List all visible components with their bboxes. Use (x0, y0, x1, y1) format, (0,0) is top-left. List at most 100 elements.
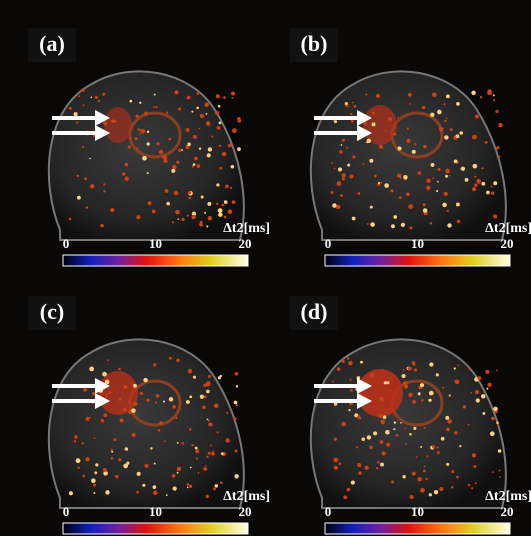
speckle (465, 178, 469, 182)
speckle (421, 399, 424, 402)
speckle (213, 487, 216, 490)
speckle (175, 210, 180, 215)
speckle (402, 374, 406, 378)
speckle (393, 428, 395, 430)
speckle (102, 372, 107, 377)
speckle (176, 161, 179, 164)
speckle (369, 159, 373, 163)
speckle (405, 428, 407, 430)
speckle (218, 208, 223, 213)
speckle (211, 452, 215, 456)
speckle (189, 395, 192, 398)
speckle (196, 107, 199, 110)
colorbar-tick-label: 20 (239, 236, 252, 251)
speckle (468, 484, 470, 486)
speckle (426, 178, 430, 182)
speckle (83, 104, 85, 106)
speckle (437, 181, 439, 183)
speckle (491, 417, 495, 421)
speckle (442, 203, 447, 208)
speckle (232, 128, 237, 133)
speckle (472, 135, 477, 140)
speckle (93, 484, 96, 487)
speckle (231, 97, 233, 99)
speckle (493, 99, 495, 101)
speckle (446, 117, 448, 119)
speckle (422, 106, 425, 109)
speckle (181, 218, 184, 221)
speckle (215, 111, 219, 115)
speckle (216, 94, 220, 98)
speckle (341, 144, 343, 146)
speckle (350, 113, 352, 115)
speckle (486, 191, 490, 195)
speckle (423, 465, 425, 467)
speckle (486, 388, 488, 390)
speckle (223, 96, 226, 99)
speckle (351, 120, 354, 123)
speckle (481, 394, 485, 398)
speckle (390, 189, 393, 192)
colorbar (63, 255, 248, 266)
speckle (379, 397, 383, 401)
speckle (123, 408, 126, 411)
speckle (347, 488, 351, 492)
speckle (222, 152, 226, 156)
colorbar-tick-label: 20 (501, 236, 514, 251)
speckle (436, 446, 438, 448)
speckle (498, 123, 502, 127)
speckle (188, 369, 192, 373)
speckle (210, 445, 212, 447)
speckle (474, 183, 477, 186)
speckle (444, 192, 448, 196)
speckle (391, 224, 395, 228)
speckle (410, 495, 414, 499)
speckle (498, 449, 502, 453)
speckle (196, 458, 198, 460)
speckle (381, 182, 383, 184)
speckle (397, 146, 401, 150)
speckle (219, 167, 222, 170)
speckle (423, 145, 426, 148)
speckle (408, 367, 412, 371)
speckle (207, 202, 211, 206)
speckle (424, 427, 426, 429)
colorbar-tick-label: 10 (411, 504, 424, 519)
speckle (93, 492, 95, 494)
speckle (426, 455, 428, 457)
speckle (188, 191, 192, 195)
speckle (144, 111, 148, 115)
speckle (331, 191, 334, 194)
speckle (405, 443, 407, 445)
speckle (357, 463, 361, 467)
speckle (475, 390, 479, 394)
speckle (237, 117, 241, 121)
speckle (129, 100, 132, 103)
speckle (374, 175, 377, 178)
speckle (477, 376, 481, 380)
speckle (372, 122, 376, 126)
speckle (135, 137, 138, 140)
speckle (206, 495, 210, 499)
speckle (334, 438, 337, 441)
speckle (111, 449, 113, 451)
speckle (228, 144, 232, 148)
speckle (142, 484, 145, 487)
speckle (388, 117, 392, 121)
speckle (463, 405, 466, 408)
speckle (154, 94, 156, 96)
speckle (472, 164, 477, 169)
speckle (215, 484, 218, 487)
speckle (495, 110, 498, 113)
speckle (454, 159, 458, 163)
speckle (90, 184, 94, 188)
speckle (191, 444, 193, 446)
speckle (186, 128, 190, 132)
speckle (412, 150, 416, 154)
speckle (334, 168, 336, 170)
speckle (193, 376, 196, 379)
speckle (214, 404, 218, 408)
speckle (153, 491, 157, 495)
speckle (83, 388, 87, 392)
speckle (383, 415, 387, 419)
